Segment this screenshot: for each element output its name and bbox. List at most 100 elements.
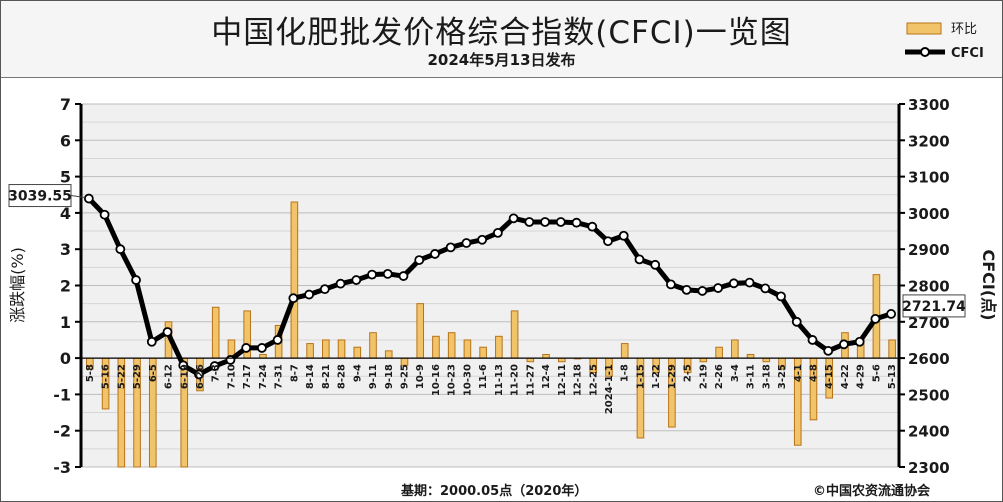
y-right-tick-label: 2900	[908, 241, 950, 259]
chart-footer: 基期：2000.05点（2020年） ©中国农资流通协会	[1, 477, 1002, 501]
x-tick-label: 2-26	[714, 364, 725, 389]
bar	[495, 335, 503, 359]
x-tick-label: 1-29	[667, 364, 678, 389]
x-tick-label: 7-10	[226, 364, 237, 389]
line-point	[146, 336, 157, 347]
bar	[715, 346, 723, 359]
x-tick-label: 10-30	[462, 364, 473, 396]
x-tick-label: 9-4	[352, 364, 363, 382]
axes: -3 -2 -1 0 1 2 3 4 5 6 7 2300 2400 2500 2600 2700 2800 29…	[53, 95, 950, 477]
annotation-first-label: 3039.55	[8, 189, 72, 205]
bar	[888, 339, 896, 359]
line-point	[257, 343, 267, 353]
y-left-tick-label: -2	[53, 422, 71, 441]
x-tick-label: 1-15	[635, 364, 646, 389]
legend-bar-swatch	[906, 22, 942, 35]
x-tick-label: 3-4	[730, 364, 741, 382]
line-point	[776, 291, 786, 302]
line-point	[241, 343, 252, 353]
line-point	[555, 217, 566, 227]
x-tick-label: 4-29	[856, 364, 867, 389]
chart-title: 中国化肥批发价格综合指数(CFCI)一览图	[211, 15, 792, 51]
bar	[290, 201, 299, 359]
x-tick-label: 7-24	[258, 364, 269, 389]
y-right-tick-label: 3300	[908, 96, 950, 114]
x-tick-label: 5-16	[101, 364, 112, 389]
bar	[731, 339, 739, 359]
line-point	[225, 355, 236, 365]
x-tick-label: 11-13	[494, 364, 505, 396]
line-point	[272, 335, 283, 345]
bar	[337, 339, 346, 359]
x-tick-label: 1-22	[651, 364, 662, 389]
line-point	[571, 217, 582, 228]
y-left-axis-label: 涨跌幅(%)	[8, 247, 27, 323]
y-right-axis-label: CFCI(点)	[979, 250, 998, 321]
chart-header: 中国化肥批发价格综合指数(CFCI)一览图 2024年5月13日发布	[1, 1, 1002, 78]
bar	[369, 332, 377, 359]
x-tick-label: 10-16	[431, 364, 442, 396]
y-left-tick-label: 4	[60, 204, 71, 223]
line-point	[524, 217, 535, 227]
line-point	[728, 278, 739, 289]
x-tick-label: 10-23	[447, 364, 458, 396]
line-point	[492, 227, 503, 238]
line-point	[115, 244, 126, 255]
legend-line-marker	[920, 47, 930, 57]
line-point	[666, 279, 676, 290]
x-tick-label: 9-18	[384, 364, 395, 389]
line-point	[367, 269, 377, 280]
y-right-tick-label: 3100	[908, 169, 950, 187]
y-left-tick-label: 1	[60, 313, 71, 332]
line-point	[83, 193, 94, 204]
line-point	[744, 277, 755, 288]
x-tick-label: 11-6	[478, 364, 489, 389]
line-point	[398, 271, 409, 281]
x-tick-label: 8-14	[305, 364, 316, 389]
line-point	[854, 336, 865, 347]
y-right-tick-label: 2800	[908, 278, 950, 296]
line-point	[430, 249, 440, 259]
line-point	[445, 242, 456, 253]
y-right-tick-label: 2400	[908, 423, 950, 441]
x-tick-label: 3-11	[746, 364, 757, 389]
line-point	[587, 221, 598, 232]
chart-subtitle: 2024年5月13日发布	[427, 51, 576, 69]
line-point	[288, 293, 299, 304]
x-tick-label: 12-18	[573, 364, 584, 396]
line-point	[162, 327, 173, 337]
line-point	[319, 284, 330, 295]
y-left-tick-label: -1	[53, 385, 71, 404]
x-tick-label: 2024-1-1	[604, 364, 615, 414]
line-point	[760, 283, 771, 294]
x-tick-label: 2-19	[698, 364, 709, 389]
y-right-tick-label: 3000	[908, 205, 950, 223]
y-left-tick-label: -3	[53, 458, 71, 477]
bar	[384, 350, 393, 359]
legend-bar-label: 环比	[951, 22, 977, 37]
legend-line-label: CFCI	[951, 46, 984, 61]
line-point	[681, 284, 692, 295]
bar	[416, 303, 425, 359]
x-tick-label: 8-21	[321, 364, 332, 389]
line-point	[209, 361, 220, 371]
bar	[479, 346, 487, 359]
annotation-last-box	[902, 294, 966, 318]
bar	[322, 339, 330, 359]
x-tick-label: 3-25	[777, 364, 788, 389]
line-point	[194, 369, 204, 380]
x-tick-label: 6-12	[164, 364, 175, 389]
chart-legend: 环比 CFCI	[901, 21, 1001, 67]
line-point	[618, 230, 629, 241]
x-tick-label: 11-20	[510, 364, 521, 396]
bar	[447, 332, 456, 359]
y-left-tick-label: 5	[60, 168, 71, 187]
x-tick-label: 1-8	[620, 364, 631, 382]
line-point	[823, 345, 834, 356]
x-tick-label: 12-11	[557, 364, 568, 396]
x-tick-labels: 5-8 5-16 5-22 5-29 6-5 6-12 6-19 6-26 7-3 7-10 7-1…	[85, 364, 898, 414]
x-tick-label: 12-25	[588, 364, 599, 396]
x-tick-label: 7-3	[211, 364, 222, 382]
x-tick-label: 4-15	[824, 364, 835, 389]
